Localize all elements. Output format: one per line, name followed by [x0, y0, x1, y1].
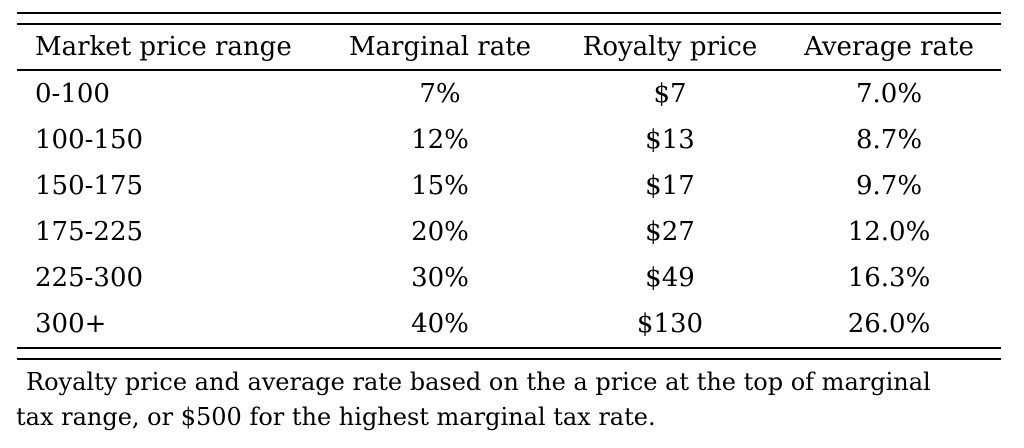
table-cell: $7: [653, 79, 687, 109]
royalty-rate-table: Market price range Marginal rate Royalty…: [17, 25, 1001, 347]
table-cell: $17: [645, 171, 695, 201]
table-cell: $49: [645, 263, 695, 293]
table-cell: 300+: [35, 309, 107, 339]
table-cell: 100-150: [35, 125, 144, 155]
table-cell: 16.3%: [847, 263, 931, 293]
table-cell: 7%: [419, 79, 461, 109]
top-double-rule: [17, 12, 1001, 25]
table-cell: 225-300: [35, 263, 144, 293]
table-cell: $27: [645, 217, 695, 247]
table-cell: 12.0%: [847, 217, 931, 247]
footnote-line-1: Royalty price and average rate based on …: [26, 368, 931, 396]
column-header-market-price-range: Market price range: [17, 25, 317, 71]
table-cell: 30%: [411, 263, 469, 293]
column-header-royalty-price: Royalty price: [563, 25, 777, 71]
table-row: 100-150 12% $13 8.7%: [17, 117, 1001, 163]
table-row: 300+ 40% $130 26.0%: [17, 301, 1001, 347]
table-cell: 8.7%: [855, 125, 923, 155]
royalty-rate-table-block: Market price range Marginal rate Royalty…: [17, 12, 1001, 360]
table-cell: 15%: [411, 171, 469, 201]
table-cell: 150-175: [35, 171, 144, 201]
table-cell: 175-225: [35, 217, 144, 247]
table-cell: 0-100: [35, 79, 110, 109]
column-header-average-rate: Average rate: [777, 25, 1001, 71]
bottom-double-rule: [17, 347, 1001, 360]
table-row: 150-175 15% $17 9.7%: [17, 163, 1001, 209]
table-cell: 12%: [411, 125, 469, 155]
table-cell: 26.0%: [847, 309, 931, 339]
table-cell: 7.0%: [855, 79, 923, 109]
table-footnote: Royalty price and average rate based on …: [16, 365, 1018, 435]
footnote-line-2: tax range, or $500 for the highest margi…: [16, 403, 656, 431]
table-cell: $13: [645, 125, 695, 155]
table-cell: 40%: [411, 309, 469, 339]
table-cell: $130: [636, 309, 704, 339]
header-row: Market price range Marginal rate Royalty…: [17, 25, 1001, 71]
table-cell: 20%: [411, 217, 469, 247]
table-row: 175-225 20% $27 12.0%: [17, 209, 1001, 255]
table-row: 0-100 7% $7 7.0%: [17, 70, 1001, 117]
table-cell: 9.7%: [855, 171, 923, 201]
column-header-marginal-rate: Marginal rate: [317, 25, 563, 71]
table-row: 225-300 30% $49 16.3%: [17, 255, 1001, 301]
